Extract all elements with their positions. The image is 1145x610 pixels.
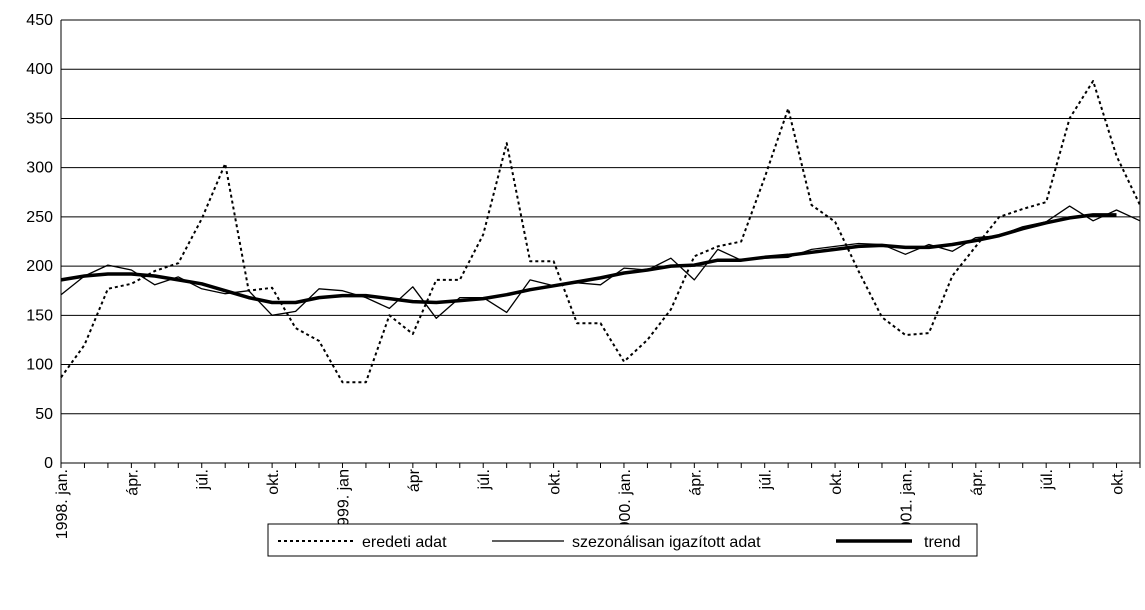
x-tick-label: ápr. bbox=[124, 469, 141, 496]
series-line-thin bbox=[60, 205, 1141, 319]
legend-label: trend bbox=[924, 534, 960, 551]
x-tick-label: júl. bbox=[195, 469, 212, 490]
x-tick-label: 1998. jan. bbox=[54, 469, 71, 539]
y-tick-label: 100 bbox=[26, 357, 53, 374]
x-tick-label: okt. bbox=[265, 469, 282, 495]
legend-label: szezonálisan igazított adat bbox=[572, 534, 761, 551]
x-axis: 1998. jan. ápr. júl. okt. 1999. jan ápr júl. ok… bbox=[54, 20, 1141, 539]
y-tick-label: 50 bbox=[35, 406, 53, 423]
x-tick-label: okt. bbox=[1110, 469, 1127, 495]
x-tick-label: okt. bbox=[828, 469, 845, 495]
x-tick-label: 2000. jan. bbox=[617, 469, 634, 539]
legend-label: eredeti adat bbox=[362, 534, 447, 551]
y-tick-label: 400 bbox=[26, 61, 53, 78]
series-line-thick bbox=[60, 213, 1117, 305]
series-lines bbox=[60, 80, 1141, 384]
x-tick-label: júl. bbox=[1039, 469, 1056, 490]
y-tick-label: 450 bbox=[26, 12, 53, 29]
grid-lines bbox=[61, 19, 1141, 463]
y-tick-label: 250 bbox=[26, 209, 53, 226]
x-tick-label: ápr. bbox=[969, 469, 986, 496]
x-tick-label: 1999. jan bbox=[335, 469, 352, 535]
x-tick-label: ápr. bbox=[687, 469, 704, 496]
x-tick-label: ápr bbox=[406, 468, 423, 492]
y-tick-label: 0 bbox=[44, 455, 53, 472]
y-axis: 0 50 100 150 200 250 300 350 400 450 bbox=[26, 12, 53, 472]
y-tick-label: 300 bbox=[26, 160, 53, 177]
x-tick-label: júl. bbox=[476, 469, 493, 490]
x-tick-label: okt. bbox=[547, 469, 564, 495]
legend: eredeti adat szezonálisan igazított adat t… bbox=[267, 523, 978, 557]
x-tick-label: 2001. jan. bbox=[898, 469, 915, 539]
y-tick-label: 200 bbox=[26, 258, 53, 275]
y-tick-label: 350 bbox=[26, 110, 53, 127]
series-line-dotted bbox=[60, 80, 1141, 384]
y-tick-label: 150 bbox=[26, 307, 53, 324]
x-tick-label: júl. bbox=[758, 469, 775, 490]
